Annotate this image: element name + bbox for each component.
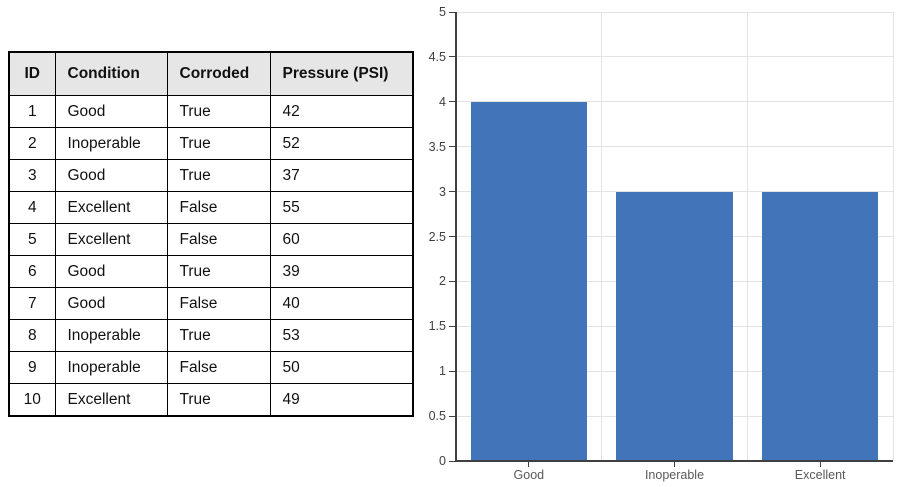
table-cell: Excellent: [54, 223, 168, 256]
x-category-label: Excellent: [794, 468, 846, 482]
table-row: 6 Good True 39: [8, 255, 414, 288]
x-gridline: [892, 12, 894, 461]
y-tick-label: 0.5: [428, 409, 446, 424]
bar-good: [470, 101, 588, 461]
y-axis-tick: [449, 236, 455, 237]
pipe-data-table: ID Condition Corroded Pressure (PSI) 1 Good T…: [8, 51, 414, 417]
y-tick-label: 5: [439, 5, 446, 19]
table-header-row: ID Condition Corroded Pressure (PSI): [8, 51, 414, 96]
y-gridline: [456, 56, 893, 58]
table-row: 9 Inoperable False 50: [8, 351, 414, 384]
y-tick-label: 1.5: [428, 319, 446, 334]
column-header-condition: Condition: [54, 51, 168, 96]
x-gridline: [601, 12, 603, 461]
table-cell: True: [166, 95, 271, 128]
x-category-label: Inoperable: [644, 468, 705, 482]
table-row: 8 Inoperable True 53: [8, 319, 414, 352]
y-tick-label: 3: [439, 184, 446, 199]
table-row: 1 Good True 42: [8, 95, 414, 128]
x-gridline: [746, 12, 748, 461]
x-axis-line: [455, 460, 893, 462]
y-gridline: [456, 11, 893, 13]
column-header-corroded: Corroded: [166, 51, 271, 96]
table-cell: 42: [269, 95, 414, 128]
y-tick-label: 0: [439, 454, 446, 468]
y-axis-line: [455, 12, 457, 462]
y-axis-tick: [449, 415, 455, 417]
table-cell: False: [166, 351, 271, 384]
table-row: 10 Excellent True 49: [8, 383, 414, 417]
table-cell: 2: [8, 127, 56, 160]
table-cell: True: [166, 319, 271, 352]
table-cell: 50: [269, 351, 414, 384]
table-row: 7 Good False 40: [8, 287, 414, 320]
table-cell: 52: [269, 127, 414, 160]
x-axis-tick: [528, 462, 530, 467]
table-cell: 10: [8, 383, 56, 417]
y-axis-tick: [449, 191, 455, 193]
table-cell: Inoperable: [54, 351, 168, 384]
y-axis-tick: [449, 56, 455, 58]
table-cell: Excellent: [54, 383, 168, 417]
y-tick-label: 4.5: [428, 49, 446, 64]
x-axis-tick: [819, 462, 821, 467]
column-header-id: ID: [8, 51, 56, 96]
y-axis-tick: [449, 11, 455, 13]
y-tick-label: 3.5: [428, 139, 446, 154]
table-cell: Good: [54, 255, 168, 288]
y-axis-tick: [449, 280, 455, 282]
table-cell: Good: [54, 159, 168, 192]
y-axis-tick: [449, 101, 455, 103]
table-cell: Inoperable: [54, 127, 168, 160]
y-gridline: [456, 146, 893, 148]
table-row: 4 Excellent False 55: [8, 191, 414, 224]
column-header-pressure-psi: Pressure (PSI): [269, 51, 414, 96]
table-cell: 7: [8, 287, 56, 320]
y-gridline: [456, 101, 893, 103]
table-cell: 39: [269, 255, 414, 288]
table-cell: True: [166, 383, 271, 417]
table-cell: 49: [269, 383, 414, 417]
table-cell: Good: [54, 287, 168, 320]
bar-inoperable: [616, 191, 733, 461]
y-axis-tick: [449, 370, 455, 372]
table-cell: True: [166, 159, 271, 192]
y-tick-label: 2: [439, 274, 446, 289]
y-tick-label: 4: [439, 94, 446, 109]
x-axis-tick: [674, 462, 675, 467]
y-axis-tick: [449, 146, 455, 148]
table-cell: 53: [269, 319, 414, 352]
y-tick-label: 2.5: [428, 229, 446, 244]
table-cell: 40: [269, 287, 414, 320]
bar-excellent: [761, 191, 879, 461]
table-cell: Excellent: [54, 191, 168, 224]
x-category-label: Good: [513, 468, 545, 482]
y-tick-label: 1: [439, 364, 446, 379]
y-axis-tick: [449, 325, 455, 327]
y-axis-tick: [449, 460, 455, 462]
